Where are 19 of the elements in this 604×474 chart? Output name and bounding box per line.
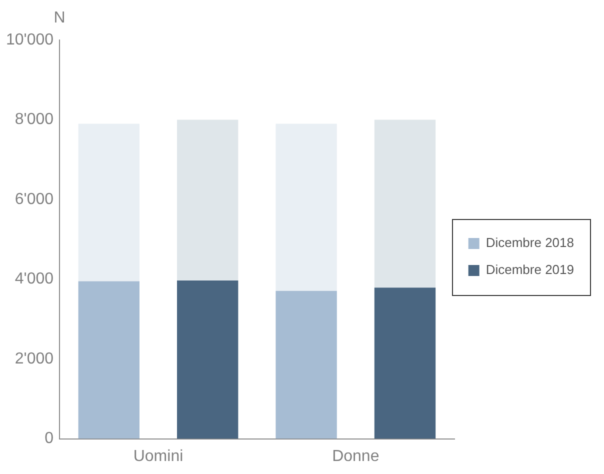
bar (177, 280, 238, 439)
x-tick-label: Uomini (133, 448, 184, 465)
y-tick-label: 8'000 (14, 111, 54, 128)
y-axis-title: N (54, 9, 66, 26)
y-tick-label: 0 (44, 430, 54, 448)
bar (177, 120, 238, 280)
y-tick-label: 2'000 (14, 350, 54, 368)
bar (374, 120, 436, 288)
y-tick-label: 6'000 (14, 190, 54, 208)
bar (276, 124, 337, 291)
bar (78, 124, 140, 282)
y-tick-label: 4'000 (14, 270, 54, 288)
bar (276, 290, 337, 439)
legend-label: Dicembre 2018 (486, 235, 574, 250)
x-tick-label: Donne (332, 448, 380, 465)
legend-label: Dicembre 2019 (486, 262, 574, 278)
bar (374, 288, 436, 439)
bar (78, 281, 140, 439)
y-tick-label: 10'000 (6, 31, 54, 48)
